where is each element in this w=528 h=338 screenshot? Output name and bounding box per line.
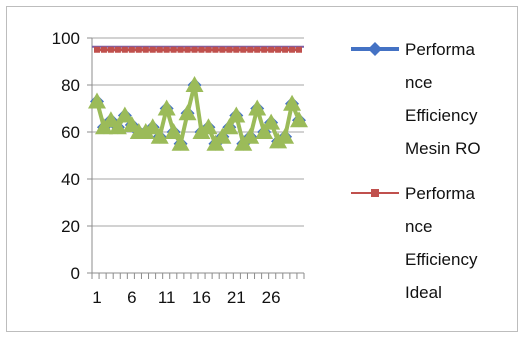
data-point-ideal [261,46,268,53]
data-point-ideal [128,46,135,53]
data-point-ideal [205,46,212,53]
data-point-overlay [171,134,190,151]
data-point-overlay [143,118,162,135]
data-point-overlay [88,92,106,109]
data-point-ideal [240,46,247,53]
data-point-ideal [149,46,156,53]
data-point-overlay [276,127,295,144]
legend-label: Efficiency [405,250,478,269]
x-tick-label: 21 [227,288,246,307]
data-point-ideal [114,46,121,53]
data-point-overlay [220,118,239,135]
legend-marker-square [371,189,379,197]
data-point-ideal [254,46,261,53]
data-point-overlay [241,127,260,144]
legend-label: nce [405,217,432,236]
data-point-ideal [94,46,100,53]
data-point-ideal [177,46,184,53]
data-point-ideal [275,46,282,53]
chart-frame: 0 20 40 60 80 100 1 6 11 16 21 26 Performa nce Effici… [6,6,518,332]
y-tick-label: 20 [61,217,80,236]
data-point-ideal [219,46,226,53]
data-point-overlay [157,99,176,116]
legend-label: Performa [405,40,475,59]
data-point-overlay [150,127,169,144]
data-point-overlay [262,113,281,130]
data-point-ideal [163,46,170,53]
data-point-ideal [135,46,142,53]
legend-marker-diamond [368,42,382,56]
data-point-ideal [170,46,177,53]
data-point-ideal [107,46,114,53]
data-point-overlay [213,127,232,144]
data-point-ideal [296,46,302,53]
data-point-overlay [290,111,308,128]
data-point-overlay [108,118,127,135]
data-point-overlay [248,99,267,116]
data-point-ideal [289,46,296,53]
data-point-overlay [227,106,246,123]
axes [87,37,305,279]
y-tick-label: 100 [52,29,80,48]
data-point-ideal [198,46,205,53]
data-point-overlay [115,106,134,123]
data-point-ideal [100,46,107,53]
data-point-overlay [178,104,197,121]
legend-label: nce [405,73,432,92]
data-point-ideal [191,46,198,53]
data-point-ideal [282,46,289,53]
x-tick-label: 1 [92,288,101,307]
data-point-ideal [247,46,254,53]
y-tick-label: 60 [61,123,80,142]
x-tick-label: 26 [262,288,281,307]
y-tick-label: 0 [71,264,80,283]
data-point-ideal [184,46,191,53]
data-point-overlay [164,123,183,139]
x-tick-label: 11 [158,288,176,307]
legend-label: Efficiency [405,106,478,125]
data-point-ideal [121,46,128,53]
data-point-ideal [233,46,240,53]
data-point-ideal [212,46,219,53]
legend: Performa nce Efficiency Mesin RO Performa nce… [351,40,481,302]
data-point-ideal [142,46,149,53]
data-point-ideal [268,46,275,53]
legend-label: Ideal [405,283,442,302]
data-point-overlay [283,94,302,111]
data-point-overlay [199,118,218,135]
x-tick-label: 16 [192,288,211,307]
data-point-overlay [185,76,204,92]
legend-label: Performa [405,184,475,203]
x-tick-label: 6 [127,288,136,307]
series-layer [88,45,308,151]
y-tick-label: 80 [61,76,80,95]
data-point-ideal [156,46,163,53]
data-point-overlay [255,123,274,139]
legend-label: Mesin RO [405,139,481,158]
y-tick-label: 40 [61,170,80,189]
data-point-ideal [226,46,233,53]
